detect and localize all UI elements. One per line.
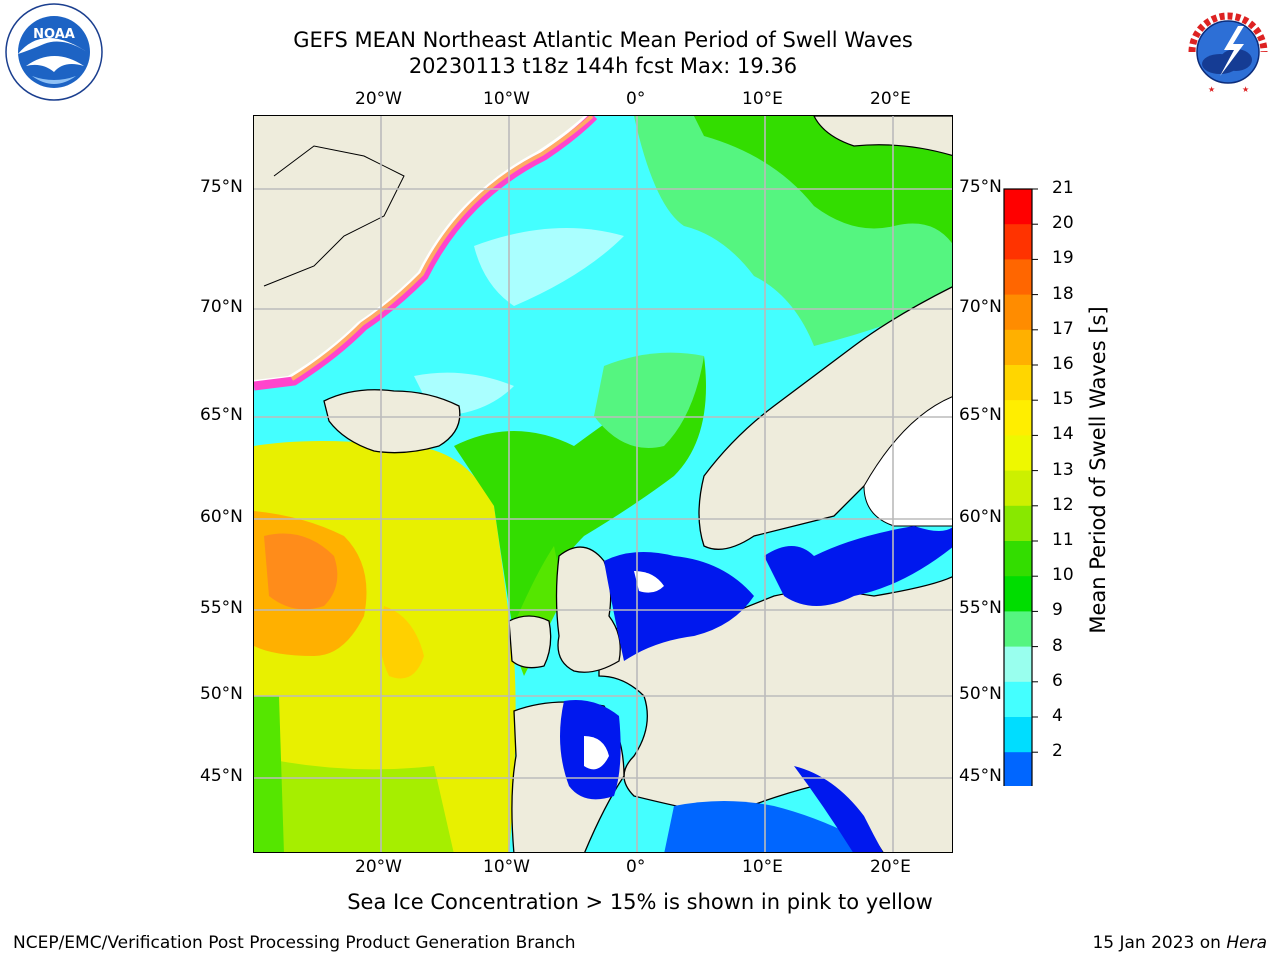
ireland — [508, 615, 552, 669]
lat-label-right-75n: 75°N — [959, 177, 1002, 197]
colorbar — [1003, 188, 1038, 786]
lon-label-top-20e: 20°E — [870, 89, 911, 109]
colorbar-segment — [1004, 576, 1032, 612]
footer-date: 15 Jan 2023 on Hera — [1092, 933, 1267, 953]
graticule — [254, 116, 952, 852]
colorbar-tick-label: 15 — [1052, 389, 1074, 410]
lon-label-top-20w: 20°W — [355, 89, 402, 109]
mediterranean — [664, 801, 872, 852]
sea-ice-edge — [254, 116, 598, 391]
colorbar-tick-label: 12 — [1052, 494, 1074, 515]
swell-period-map — [254, 116, 952, 852]
colorbar-segment — [1004, 329, 1032, 366]
lon-label-bottom-20e: 20°E — [870, 857, 911, 877]
iceland — [323, 389, 461, 454]
colorbar-tick-label: 17 — [1052, 318, 1074, 339]
lon-label-bottom-20w: 20°W — [355, 857, 402, 877]
plot-title-line2: 20230113 t18z 144h fcst Max: 19.36 — [408, 54, 798, 78]
lat-label-right-50n: 50°N — [959, 684, 1002, 704]
lat-label-left-45n: 45°N — [200, 766, 243, 786]
colorbar-segment — [1004, 259, 1032, 296]
colorbar-tick-label: 18 — [1052, 283, 1074, 304]
colorbar-segment — [1004, 681, 1032, 718]
colorbar-tick-label: 6 — [1052, 670, 1063, 691]
colorbar-tick-label: 4 — [1052, 706, 1063, 726]
lon-label-bottom-10w: 10°W — [483, 857, 530, 877]
colorbar-tick-label: 19 — [1052, 248, 1074, 269]
svg-text:★: ★ — [1242, 85, 1249, 94]
noaa-logo: NOAA — [5, 3, 103, 101]
colorbar-segment — [1004, 435, 1032, 472]
colorbar-tick-label: 2 — [1052, 741, 1063, 762]
lat-label-right-70n: 70°N — [959, 297, 1002, 317]
noaa-logo-text: NOAA — [33, 27, 75, 42]
lat-label-left-65n: 65°N — [200, 405, 243, 425]
footer-credit: NCEP/EMC/Verification Post Processing Pr… — [13, 933, 576, 953]
colorbar-tick-label: 9 — [1052, 600, 1063, 621]
colorbar-label: Mean Period of Swell Waves [s] — [1086, 306, 1110, 634]
colorbar-tick-label: 16 — [1052, 354, 1074, 374]
lon-label-bottom-10e: 10°E — [742, 857, 783, 877]
colorbar-segment — [1004, 470, 1032, 507]
nws-logo: ★ ★ — [1180, 4, 1276, 100]
ice-note: Sea Ice Concentration > 15% is shown in … — [347, 890, 933, 914]
colorbar-segment — [1004, 224, 1032, 260]
colorbar-segment — [1004, 752, 1032, 786]
lat-label-left-55n: 55°N — [200, 598, 243, 618]
colorbar-segment — [1004, 365, 1032, 401]
colorbar-tick-label: 11 — [1052, 530, 1074, 550]
colorbar-segment — [1004, 717, 1032, 753]
lon-label-top-10w: 10°W — [483, 89, 530, 109]
colorbar-tick-label: 13 — [1052, 459, 1074, 480]
baltic-sea — [764, 526, 952, 606]
map-panel — [253, 115, 953, 853]
lat-label-right-55n: 55°N — [959, 598, 1002, 618]
footer-host: Hera — [1226, 933, 1267, 953]
lat-label-right-65n: 65°N — [959, 405, 1002, 425]
colorbar-segment — [1004, 294, 1032, 331]
footer-date-text: 15 Jan 2023 on — [1092, 933, 1227, 953]
colorbar-segment — [1004, 400, 1032, 436]
plot-title-line1: GEFS MEAN Northeast Atlantic Mean Period… — [293, 28, 913, 52]
colorbar-tick-label: 8 — [1052, 635, 1063, 656]
colorbar-tick-label: 14 — [1052, 424, 1074, 445]
svg-text:★: ★ — [1208, 85, 1215, 94]
lat-label-left-60n: 60°N — [200, 507, 243, 527]
lon-label-top-10e: 10°E — [742, 89, 783, 109]
lat-label-right-45n: 45°N — [959, 766, 1002, 786]
colorbar-segment — [1004, 646, 1032, 683]
colorbar-tick-label: 20 — [1052, 213, 1074, 234]
colorbar-tick-label: 21 — [1052, 178, 1074, 198]
colorbar-segment — [1004, 541, 1032, 577]
svalbard — [813, 116, 952, 157]
colorbar-segment — [1004, 505, 1032, 542]
colorbar-tick-label: 10 — [1052, 565, 1074, 586]
lat-label-left-70n: 70°N — [200, 297, 243, 317]
lat-label-left-50n: 50°N — [200, 684, 243, 704]
lat-label-left-75n: 75°N — [200, 177, 243, 197]
colorbar-segment — [1004, 189, 1032, 225]
colorbar-segment — [1004, 611, 1032, 648]
lon-label-top-0: 0° — [626, 89, 646, 109]
lon-label-bottom-0: 0° — [626, 857, 646, 877]
lat-label-right-60n: 60°N — [959, 507, 1002, 527]
